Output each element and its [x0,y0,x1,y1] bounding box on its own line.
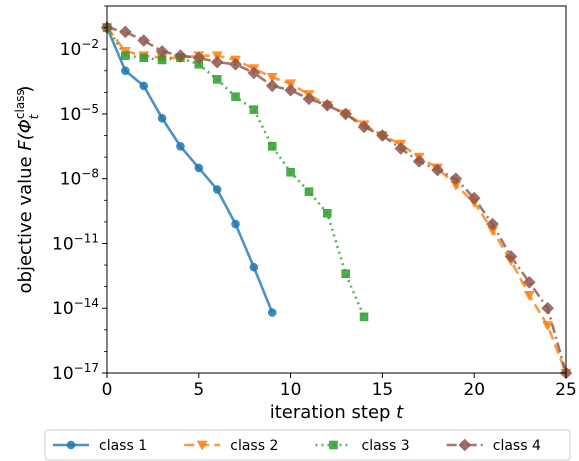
data-point [157,114,167,123]
x-tick-label: 0 [102,380,113,400]
y-tick-label: 10−17 [52,361,99,384]
data-point [121,66,130,76]
x-tick-label: 20 [463,380,485,400]
data-point [541,301,554,315]
data-point [320,98,334,112]
data-point [196,440,208,451]
data-point [431,163,444,177]
series-1 [107,27,274,314]
y-tick-label: 10−11 [52,231,99,254]
data-point [249,105,259,114]
legend-item: class 2 [184,438,278,454]
data-point [458,438,472,452]
data-point [359,312,369,322]
data-point [192,51,206,65]
data-point [265,79,279,93]
data-point [329,440,338,450]
y-tick-label: 10−14 [52,296,99,319]
legend-label: class 4 [493,438,541,454]
series-line [107,27,274,314]
data-point [231,219,240,229]
legend-frame [44,429,571,461]
data-point [339,107,353,121]
series-line [107,26,366,318]
x-tick-label: 10 [280,380,302,400]
legend-item: class 1 [53,438,147,454]
series-4 [107,26,566,373]
plot-area [100,21,573,380]
data-point [412,155,426,168]
data-point [542,321,554,332]
data-point [304,187,314,196]
data-point [155,44,169,58]
data-point [504,250,518,263]
legend-label: class 3 [362,438,410,454]
data-point [376,129,389,142]
data-point [137,34,151,47]
data-point [523,291,535,301]
data-point [121,51,130,60]
series-line [107,26,566,373]
data-point [302,92,316,106]
data-point [486,217,499,231]
plot-frame [106,5,567,374]
x-tick-label: 5 [193,380,204,400]
y-axis-label: objective value F(Φclasst) [13,86,41,294]
series-2 [107,26,566,373]
data-point [467,191,481,205]
data-point [194,163,204,173]
data-point [174,49,187,63]
data-point [176,142,185,151]
series-line [107,26,566,373]
series-markers [101,23,572,379]
data-point [231,92,240,101]
legend-label: class 1 [99,438,147,454]
data-point [212,185,222,194]
data-point [119,25,132,39]
series-markers [100,21,573,380]
data-point [249,262,259,272]
x-tick-label: 15 [372,380,394,400]
x-axis-label: iteration step t [270,402,404,423]
series-3 [107,26,366,318]
data-point [267,308,277,317]
legend-item: class 4 [446,438,541,454]
data-point [229,57,242,71]
data-point [357,120,371,134]
data-point [139,81,148,91]
axes: 0 5 10 15 20 25 10−17 10−14 10−11 10−8 10−5 10−2 [52,5,577,400]
y-tick-label: 10−5 [60,102,99,125]
data-point [286,167,295,177]
data-point [266,72,278,83]
x-tick-label: 25 [555,380,577,400]
data-point [212,75,222,84]
data-point [341,269,350,278]
series-markers [102,23,277,317]
y-tick-label: 10−8 [60,167,99,190]
data-point [210,55,224,69]
data-point [449,172,463,186]
data-point [522,275,536,289]
data-point [139,53,148,63]
data-point [267,142,277,151]
legend-item: class 3 [315,438,410,454]
data-point [323,208,332,218]
data-point [66,440,76,450]
data-point [394,142,408,155]
y-tick-label: 10−2 [60,37,99,60]
legend-label: class 2 [230,438,278,454]
data-point [247,66,261,80]
legend: class 1 class 2 class 3 class 4 [44,429,571,461]
data-point [284,83,297,97]
